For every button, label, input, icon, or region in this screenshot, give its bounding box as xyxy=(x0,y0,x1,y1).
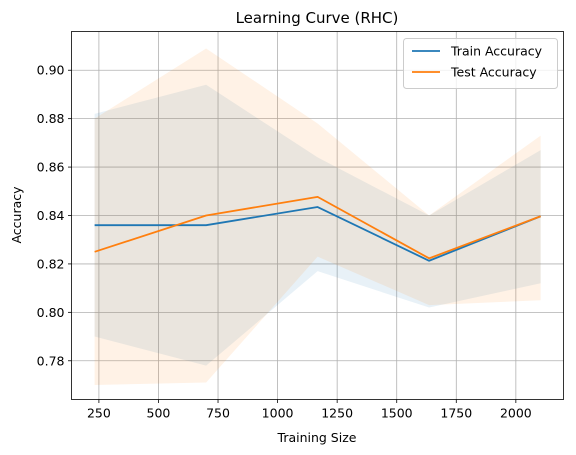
x-tick-label: 1000 xyxy=(262,406,294,421)
band-train xyxy=(94,84,541,366)
legend-label-test: Test Accuracy xyxy=(450,65,537,80)
y-axis-label: Accuracy xyxy=(9,186,24,244)
x-axis-ticks: 250 500 750 1000 1250 1500 1750 2000 xyxy=(87,399,532,421)
y-tick-label: 0.88 xyxy=(37,111,65,126)
legend-box xyxy=(403,38,558,89)
y-tick-label: 0.82 xyxy=(37,256,65,271)
x-tick-label: 1750 xyxy=(440,406,472,421)
chart-title: Learning Curve (RHC) xyxy=(236,9,399,27)
y-tick-label: 0.90 xyxy=(37,63,65,78)
x-tick-label: 1500 xyxy=(381,406,413,421)
legend: Train Accuracy Test Accuracy xyxy=(403,38,558,89)
legend-label-train: Train Accuracy xyxy=(450,44,543,59)
x-tick-label: 500 xyxy=(147,406,171,421)
line-test xyxy=(94,195,541,260)
y-tick-label: 0.84 xyxy=(37,208,65,223)
x-tick-label: 2000 xyxy=(500,406,532,421)
line-train xyxy=(94,206,541,262)
y-tick-label: 0.80 xyxy=(37,305,65,320)
y-tick-label: 0.78 xyxy=(37,353,65,368)
y-tick-label: 0.86 xyxy=(37,160,65,175)
y-axis-ticks: 0.78 0.80 0.82 0.84 0.86 0.88 0.90 xyxy=(37,63,72,368)
series-lines xyxy=(94,195,541,262)
band-test xyxy=(94,48,541,385)
x-axis-label: Training Size xyxy=(277,430,357,445)
confidence-bands xyxy=(94,48,541,385)
x-tick-label: 750 xyxy=(206,406,230,421)
x-tick-label: 1250 xyxy=(321,406,353,421)
x-tick-label: 250 xyxy=(87,406,111,421)
